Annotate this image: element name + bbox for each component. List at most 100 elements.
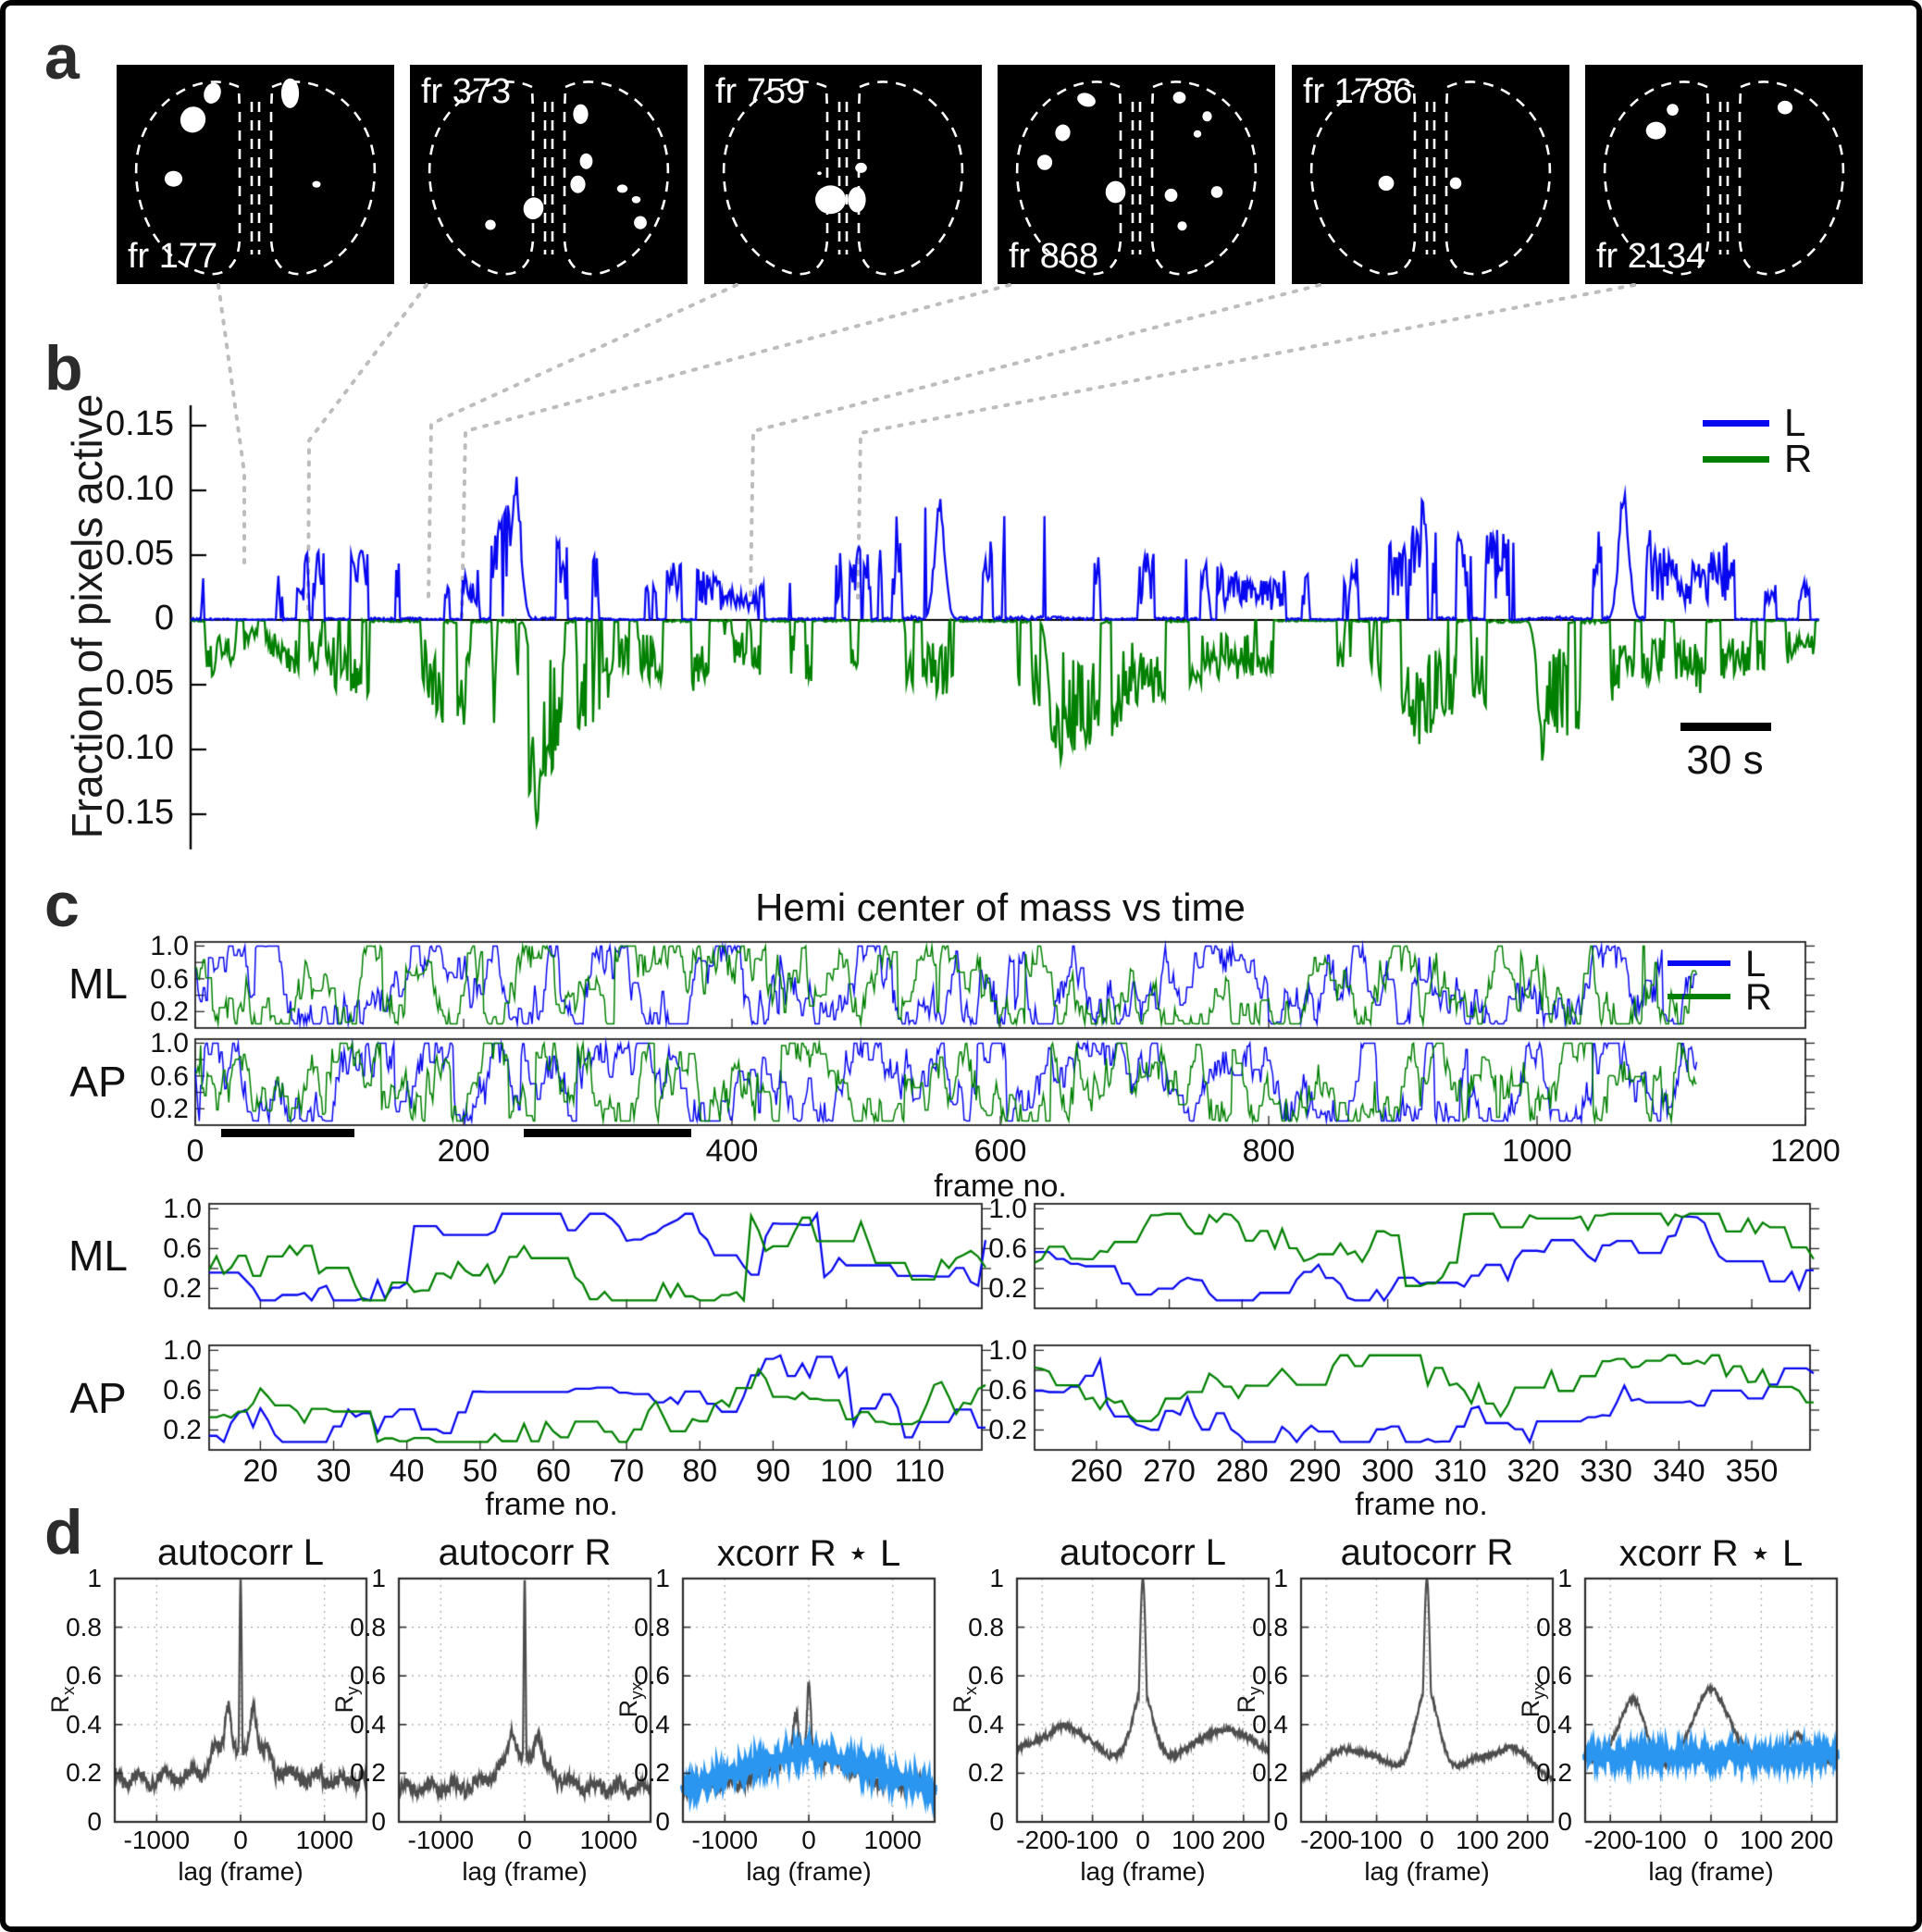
- active-blob: [616, 184, 628, 193]
- d-ytick-label: 0: [1557, 1807, 1572, 1836]
- active-blob: [815, 185, 846, 215]
- d-yaxis-label: Ryx: [614, 1682, 648, 1717]
- d-xaxis-label: lag (frame): [178, 1857, 304, 1886]
- active-blob: [180, 106, 206, 133]
- c-zoom-xtick-label: 260: [1070, 1454, 1123, 1489]
- b-ytick-label: 0.15: [105, 793, 174, 832]
- d-xtick-label: 0: [801, 1826, 816, 1854]
- c-zoom-xtick-label: 50: [462, 1454, 498, 1489]
- d-xtick-label: 1000: [295, 1826, 353, 1854]
- active-blob: [848, 187, 866, 213]
- c-zoom-xtick-label: 20: [242, 1454, 279, 1489]
- d-ytick-label: 0.6: [968, 1661, 1004, 1690]
- active-blob: [204, 82, 221, 104]
- panel-b-plot-canvas: [144, 387, 1838, 859]
- frame-number-label: fr 759: [715, 72, 806, 111]
- d-xtick-label: 0: [1420, 1826, 1434, 1854]
- d-xtick-label: 100: [1740, 1826, 1783, 1854]
- d-ytick-label: 1: [371, 1564, 386, 1592]
- b-ytick-label: 0: [154, 599, 174, 638]
- d-ytick-label: 0.8: [634, 1612, 670, 1641]
- c-zoom-xtick-label: 330: [1580, 1454, 1633, 1489]
- d-ytick-label: 0.4: [1252, 1709, 1288, 1739]
- d-ytick-label: 0.8: [968, 1612, 1004, 1641]
- d-ytick-label: 0: [655, 1807, 670, 1836]
- c-ytick-label: 1.0: [150, 931, 189, 962]
- panel-b-label: b: [44, 333, 83, 403]
- row-label-ml-top: ML: [68, 960, 128, 1008]
- c-zoom-xtick-label: 340: [1652, 1454, 1705, 1489]
- c-zoom-xtick-label: 350: [1725, 1454, 1779, 1489]
- brain-outline-image: [722, 80, 964, 276]
- c-zoom-xtick-label: 30: [316, 1454, 352, 1489]
- c-xtick-label: 1000: [1502, 1133, 1572, 1169]
- active-blob: [579, 153, 593, 169]
- d-ytick-label: 0.6: [1536, 1661, 1572, 1690]
- d-ytick-label: 0.4: [968, 1709, 1004, 1739]
- active-blob: [1177, 221, 1187, 231]
- c-zoom-xtick-label: 280: [1215, 1454, 1269, 1489]
- c-zoom-xtick-label: 90: [755, 1454, 791, 1489]
- c-ytick-label: 1.0: [150, 1028, 189, 1059]
- c-xtick-label: 400: [705, 1133, 759, 1169]
- c-zoom-ytick-label: 0.6: [988, 1375, 1027, 1406]
- c-zoom-xtick-label: 300: [1361, 1454, 1414, 1489]
- active-blob: [485, 219, 496, 230]
- active-blob: [1449, 177, 1462, 190]
- c-zoom-ytick-label: 1.0: [988, 1335, 1027, 1367]
- active-blob: [1210, 186, 1223, 198]
- d-subplot-title: autocorr R: [438, 1532, 612, 1573]
- d-ytick-label: 1: [87, 1564, 102, 1592]
- active-blob: [1077, 93, 1096, 107]
- c-zoom-ytick-label: 0.2: [988, 1273, 1027, 1305]
- c-xtick-label: 0: [186, 1133, 205, 1169]
- d-ytick-label: 0.2: [1252, 1758, 1288, 1788]
- c-zoom-ytick-label: 0.6: [988, 1233, 1027, 1265]
- active-blob: [1193, 130, 1202, 138]
- d-yaxis-label: Ry: [330, 1687, 364, 1714]
- active-blob: [1378, 175, 1395, 192]
- active-blob: [855, 162, 867, 173]
- brain-outline-image: [1309, 80, 1552, 276]
- c-zoom-xtick-label: 60: [536, 1454, 571, 1489]
- c-zoom-xtick-label: 310: [1433, 1454, 1487, 1489]
- d-xtick-label: 200: [1221, 1826, 1266, 1854]
- d-ytick-label: 0.2: [350, 1758, 386, 1788]
- d-ylabel-sub: yx: [1530, 1681, 1550, 1700]
- d-xtick-label: -100: [1634, 1826, 1687, 1854]
- c-zoom-ytick-label: 1.0: [988, 1194, 1027, 1225]
- c-xtick-label: 800: [1242, 1133, 1296, 1169]
- d-ylabel-sub: x: [59, 1686, 80, 1695]
- brain-outline-image: [134, 78, 377, 276]
- c-ytick-label: 0.2: [150, 997, 189, 1028]
- b-ytick-label: 0.05: [105, 663, 174, 702]
- d-ytick-label: 0.8: [1536, 1612, 1572, 1641]
- panel-c-label: c: [44, 870, 80, 940]
- d-ytick-label: 0: [371, 1807, 386, 1836]
- d-subplot-title: autocorr L: [1059, 1532, 1227, 1573]
- panel-a-label: a: [44, 22, 80, 93]
- d-ylabel-main: R: [1232, 1694, 1260, 1714]
- d-ylabel-sub: yx: [627, 1681, 648, 1700]
- d-ytick-label: 0.2: [968, 1758, 1004, 1788]
- d-xtick-label: -100: [1066, 1826, 1119, 1854]
- d-ytick-label: 1: [1273, 1564, 1288, 1592]
- active-blob: [573, 104, 589, 124]
- c-zoom-ytick-label: 0.6: [163, 1233, 202, 1265]
- mask-frame: fr 759: [704, 65, 982, 284]
- c-xtick-label: 200: [437, 1133, 490, 1169]
- active-blob: [1202, 111, 1212, 122]
- frame-number-label: fr 2134: [1596, 237, 1706, 276]
- d-ytick-label: 1: [655, 1564, 670, 1592]
- active-blob: [631, 196, 641, 204]
- d-ytick-label: 0.6: [1252, 1661, 1288, 1690]
- panel-d-subplot-canvas: [1006, 1571, 1283, 1839]
- d-ytick-label: 0: [989, 1807, 1004, 1836]
- d-ytick-label: 0.8: [66, 1612, 102, 1641]
- b-ytick-label: 0.10: [105, 469, 174, 508]
- d-xtick-label: 0: [1704, 1826, 1718, 1854]
- c-zoom-xtick-label: 100: [820, 1454, 873, 1489]
- mask-frame: fr 868: [998, 65, 1275, 284]
- d-xaxis-label: lag (frame): [1648, 1857, 1774, 1886]
